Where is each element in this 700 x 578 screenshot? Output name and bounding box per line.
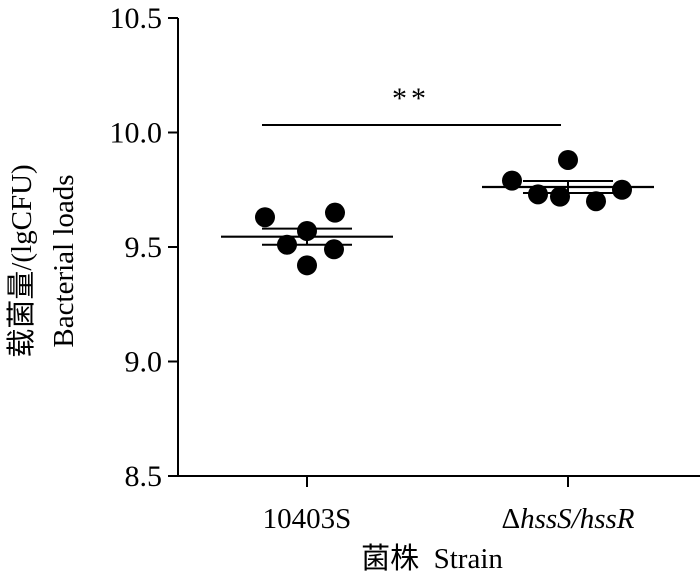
y-axis: 8.5 9.0 9.5 10.0 10.5 — [110, 2, 179, 493]
data-point — [550, 186, 570, 207]
y-tick-label: 9.5 — [125, 231, 163, 264]
data-point — [502, 170, 522, 191]
data-point — [324, 239, 344, 260]
data-marks — [221, 149, 654, 276]
data-point — [255, 207, 275, 228]
data-point — [277, 234, 297, 255]
y-tick-label: 8.5 — [125, 460, 163, 493]
y-axis-title-en: Bacterial loads — [48, 174, 80, 347]
y-tick-label: 9.0 — [125, 346, 163, 379]
significance-label: ** — [392, 82, 430, 115]
x-tick-label: 10403S — [263, 503, 352, 535]
annotations: ** — [262, 82, 561, 126]
data-point — [297, 220, 317, 241]
y-axis-title-cn: 载菌量/(lgCFU) — [5, 164, 38, 357]
x-axis-title: 菌株 Strain — [361, 542, 503, 575]
data-point — [612, 179, 632, 200]
x-axis: 10403S ΔhssS/hssR — [178, 475, 700, 535]
y-tick-label: 10.5 — [110, 2, 163, 35]
y-tick-label: 10.0 — [110, 117, 163, 150]
data-point — [558, 149, 578, 170]
x-tick-label: ΔhssS/hssR — [501, 503, 634, 535]
data-point — [586, 191, 606, 212]
data-point — [297, 255, 317, 276]
data-point — [528, 184, 548, 205]
data-point — [325, 202, 345, 223]
